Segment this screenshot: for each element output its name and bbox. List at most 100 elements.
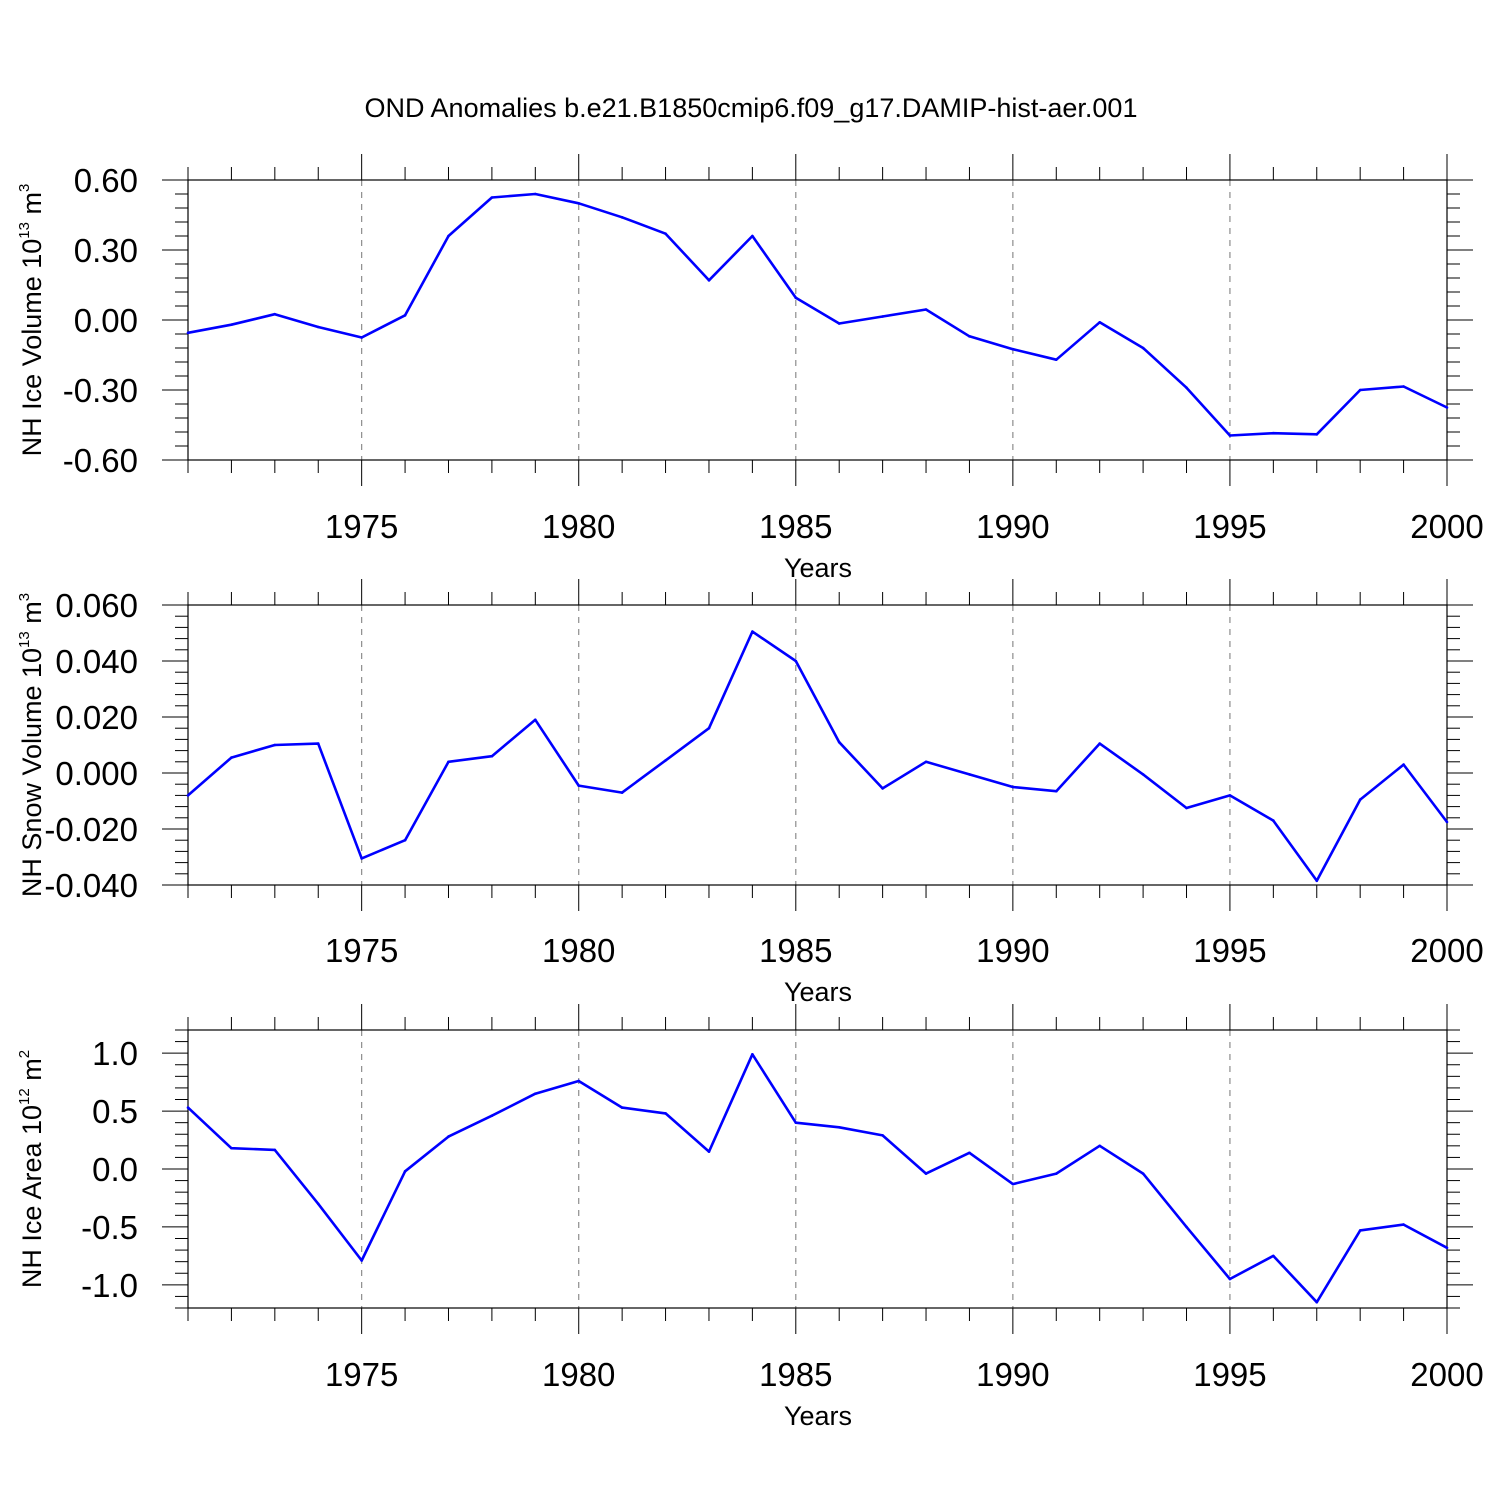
y-axis-label-superscript: 13: [16, 222, 33, 239]
data-point: [968, 1151, 971, 1155]
y-axis-label-superscript: 2: [16, 1050, 33, 1058]
data-point: [447, 1135, 450, 1138]
x-tick-label: 1990: [976, 932, 1049, 969]
plot-frame: [187, 1029, 1448, 1309]
y-axis-label-superscript: 12: [16, 1088, 33, 1105]
data-point: [316, 742, 320, 745]
x-axis-label: Years: [784, 1401, 852, 1431]
y-tick-label: 0.5: [92, 1093, 138, 1130]
data-point: [1445, 820, 1449, 824]
data-point: [360, 857, 363, 860]
data-point: [1272, 819, 1275, 822]
data-point: [837, 1126, 841, 1129]
data-point: [794, 659, 798, 663]
data-point: [360, 336, 363, 339]
data-point: [1358, 798, 1362, 801]
y-axis-label-part: NH Ice Volume 10: [17, 239, 47, 457]
x-tick-label: 1990: [976, 1356, 1049, 1393]
data-point: [577, 202, 581, 205]
data-point: [751, 234, 754, 238]
data-point: [924, 308, 928, 311]
data-point: [1358, 388, 1362, 392]
x-tick-label: 2000: [1410, 1356, 1483, 1393]
x-tick-label: 2000: [1410, 932, 1483, 969]
y-tick-label: -1.0: [81, 1267, 138, 1304]
y-tick-label: 0.00: [74, 302, 138, 339]
data-point: [230, 323, 233, 326]
data-point: [1445, 1246, 1449, 1250]
data-point: [403, 1170, 407, 1173]
data-point: [534, 192, 537, 196]
data-point: [1445, 406, 1449, 409]
y-tick-label: 0.000: [55, 755, 138, 792]
x-tick-label: 1995: [1193, 508, 1266, 545]
y-tick-label: 1.0: [92, 1035, 138, 1072]
x-tick-label: 1980: [542, 1356, 615, 1393]
y-tick-label: -0.30: [63, 372, 138, 409]
data-point: [837, 322, 841, 325]
data-point: [794, 1121, 798, 1124]
data-point: [1054, 789, 1058, 793]
data-point: [273, 1148, 277, 1152]
y-tick-label: -0.040: [44, 867, 138, 904]
x-tick-label: 1985: [759, 508, 832, 545]
y-tick-label: 0.020: [55, 699, 138, 736]
y-tick-label: -0.60: [63, 442, 138, 479]
data-point: [1054, 1172, 1058, 1175]
y-tick-label: 0.0: [92, 1151, 138, 1188]
chart-panel-2: -0.040 -0.020 0.000 0.020 0.040 0.060 1975 1980…: [16, 579, 1484, 1007]
data-point: [273, 312, 277, 316]
chart-panel-3: -1.0 -0.5 0.0 0.5 1.0 1975 1980 1985 1990 1995 200…: [16, 1004, 1484, 1431]
data-point: [447, 760, 450, 764]
data-point: [403, 314, 407, 317]
data-point: [707, 726, 711, 730]
data-point: [751, 1053, 754, 1056]
y-axis-label-superscript: 13: [16, 631, 33, 648]
data-point: [1011, 347, 1015, 351]
x-tick-label: 1985: [759, 932, 832, 969]
data-point: [794, 296, 798, 300]
data-point: [1272, 1254, 1275, 1258]
y-axis-label-superscript: 3: [16, 184, 33, 192]
data-point: [403, 838, 407, 842]
data-point: [881, 787, 884, 790]
data-point: [1141, 773, 1145, 776]
x-tick-label: 1980: [542, 932, 615, 969]
plot-frame: [187, 604, 1448, 886]
data-point: [968, 335, 971, 338]
data-point: [707, 1150, 711, 1153]
data-point: [490, 196, 494, 199]
y-axis-label: NH Snow Volume 1013 m3: [16, 593, 47, 897]
data-point: [1098, 321, 1101, 324]
data-point: [273, 743, 277, 747]
y-tick-label: 0.060: [55, 587, 138, 624]
series-line: [187, 630, 1449, 883]
data-point: [490, 1114, 494, 1118]
data-point: [620, 1106, 624, 1109]
data-point: [1272, 431, 1275, 435]
data-point: [1098, 742, 1101, 745]
x-axis-label: Years: [784, 553, 852, 583]
y-axis-label: NH Ice Area 1012 m2: [16, 1050, 47, 1288]
x-tick-label: 1980: [542, 508, 615, 545]
data-point: [1054, 358, 1058, 361]
data-point: [447, 234, 450, 238]
y-axis-label: NH Ice Volume 1013 m3: [16, 184, 47, 457]
data-point: [230, 1146, 233, 1150]
x-tick-label: 1990: [976, 508, 1049, 545]
data-point: [924, 1172, 928, 1175]
x-tick-label: 1995: [1193, 932, 1266, 969]
data-point: [1141, 346, 1145, 350]
data-point: [620, 791, 624, 794]
data-point: [186, 331, 190, 335]
y-tick-label: 0.30: [74, 232, 138, 269]
data-point: [316, 325, 320, 329]
data-point: [881, 1134, 884, 1137]
data-point: [577, 784, 581, 787]
data-point: [1402, 763, 1405, 766]
data-point: [1011, 785, 1015, 789]
chart-panel-1: -0.60 -0.30 0.00 0.30 0.60 1975 1980 1985 1990 19…: [16, 154, 1484, 583]
data-point: [577, 1079, 581, 1083]
x-tick-label: 1975: [325, 1356, 398, 1393]
